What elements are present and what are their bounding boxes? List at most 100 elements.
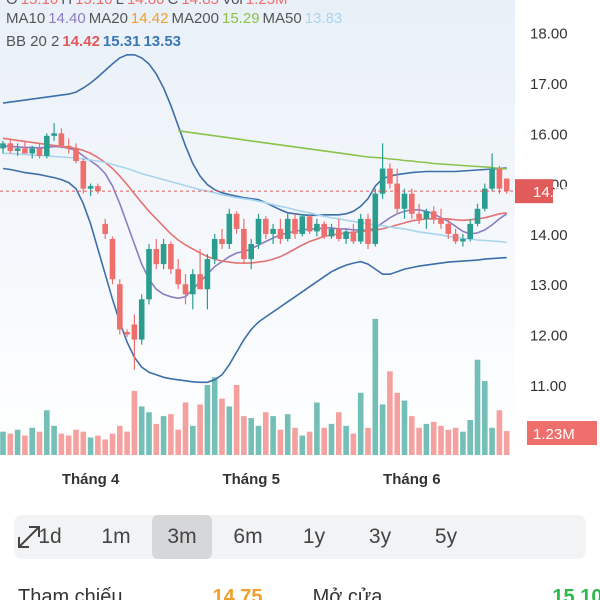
- volume-bar: [292, 427, 298, 455]
- timeframe-button[interactable]: 6m: [233, 525, 263, 548]
- volume-bar: [0, 431, 6, 455]
- volume-bar: [379, 404, 386, 455]
- volume-bar: [321, 427, 327, 455]
- candle-body: [190, 274, 196, 295]
- timeframe-button[interactable]: 1d: [38, 525, 62, 548]
- candle-body: [65, 145, 72, 149]
- ohlc-key: Vol: [222, 0, 243, 8]
- candle-body: [336, 228, 342, 239]
- candle-body: [44, 135, 50, 156]
- candle-body: [496, 168, 503, 189]
- candle-body: [401, 193, 408, 209]
- volume-bar: [263, 412, 269, 455]
- volume-bar: [343, 425, 349, 455]
- volume-bar: [211, 377, 218, 455]
- timeframe-button[interactable]: 1y: [302, 525, 326, 548]
- volume-bar: [117, 425, 123, 455]
- y-tick-label: 13.00: [530, 277, 568, 294]
- ohlc-value: 15.10: [21, 0, 59, 8]
- timeframe-bar: 1d 1m 3m 6m 1y 3y 5y: [14, 515, 586, 559]
- ma-line: [178, 130, 507, 170]
- volume-bar: [503, 431, 510, 455]
- candle-body: [255, 218, 262, 244]
- volume-bar: [109, 433, 116, 455]
- volume-bar: [255, 425, 262, 455]
- candle-body: [270, 228, 276, 234]
- footer-label: Tham chiếu: [18, 586, 123, 600]
- candle-body: [452, 233, 459, 242]
- candle-body: [58, 133, 65, 146]
- indicator-value: 13.83: [304, 10, 343, 27]
- indicator-name: MA20: [88, 10, 128, 27]
- candle-body: [160, 243, 167, 265]
- volume-bar: [73, 429, 79, 455]
- candle-body: [467, 223, 473, 239]
- volume-bar: [204, 385, 211, 455]
- ohlc-value: 15.10: [75, 0, 113, 8]
- candle-body: [219, 238, 225, 244]
- volume-bar: [182, 402, 189, 455]
- ohlc-key: O: [6, 0, 18, 8]
- candle-body: [343, 231, 349, 239]
- candle-body: [14, 148, 21, 151]
- volume-bar: [467, 420, 473, 455]
- candle-body: [350, 231, 357, 242]
- ma-line: [3, 152, 507, 244]
- candle-body: [263, 218, 269, 234]
- footer-value: 15.10: [552, 586, 600, 600]
- volume-bar: [445, 429, 452, 455]
- volume-bar: [306, 431, 313, 455]
- timeframe-button[interactable]: 3m: [152, 515, 212, 559]
- x-tick-label: Tháng 5: [222, 471, 280, 488]
- expand-icon[interactable]: [14, 522, 44, 552]
- candle-body: [423, 211, 430, 219]
- candle-body: [438, 218, 444, 224]
- volume-bar: [95, 435, 101, 455]
- y-tick-label: 12.00: [530, 328, 568, 345]
- candle-body: [226, 213, 233, 244]
- ohlc-key: L: [116, 0, 124, 8]
- y-tick-label: 11.00: [530, 378, 566, 395]
- volume-bar: [299, 435, 306, 455]
- volume-bar: [65, 435, 72, 455]
- candle-body: [146, 249, 152, 300]
- candle-body: [314, 223, 320, 232]
- volume-bar: [14, 429, 21, 455]
- timeframe-button[interactable]: 1m: [101, 525, 131, 548]
- candle-body: [197, 274, 203, 290]
- ma-row: MA10 14.40 MA20 14.42 MA200 15.29 MA50 13.83: [6, 10, 345, 27]
- candle-body: [372, 193, 379, 244]
- candle-body: [204, 259, 211, 290]
- candle-body: [0, 143, 6, 149]
- candle-body: [379, 168, 386, 194]
- y-tick-label: 16.00: [530, 126, 568, 143]
- ma-line: [2, 137, 507, 264]
- candle-body: [460, 238, 466, 242]
- candle-body: [233, 213, 240, 229]
- candle-body: [73, 148, 79, 161]
- candle-body: [182, 284, 189, 295]
- volume-bar: [496, 410, 503, 455]
- timeframe-button[interactable]: 5y: [434, 525, 458, 548]
- candle-body: [445, 223, 452, 234]
- timeframe-button[interactable]: 3y: [368, 525, 392, 548]
- candle-body: [299, 216, 306, 234]
- x-tick-label: Tháng 4: [62, 471, 120, 488]
- candle-body: [109, 238, 116, 280]
- volume-bar: [336, 412, 342, 455]
- volume-bar: [314, 402, 320, 455]
- bb-name: BB 20 2: [6, 33, 60, 50]
- candle-body: [80, 160, 87, 189]
- candle-body: [153, 249, 160, 265]
- volume-bar: [270, 416, 276, 455]
- volume-tag: [527, 421, 597, 445]
- candle-body: [117, 284, 123, 330]
- volume-bar: [350, 433, 357, 455]
- volume-bar: [80, 431, 87, 455]
- volume-bar: [284, 414, 291, 455]
- volume-bar: [248, 418, 254, 455]
- indicator-value: 14.40: [48, 10, 86, 27]
- volume-bar: [423, 423, 430, 455]
- indicator-value: 15.29: [222, 10, 260, 27]
- indicator-name: MA50: [262, 10, 302, 27]
